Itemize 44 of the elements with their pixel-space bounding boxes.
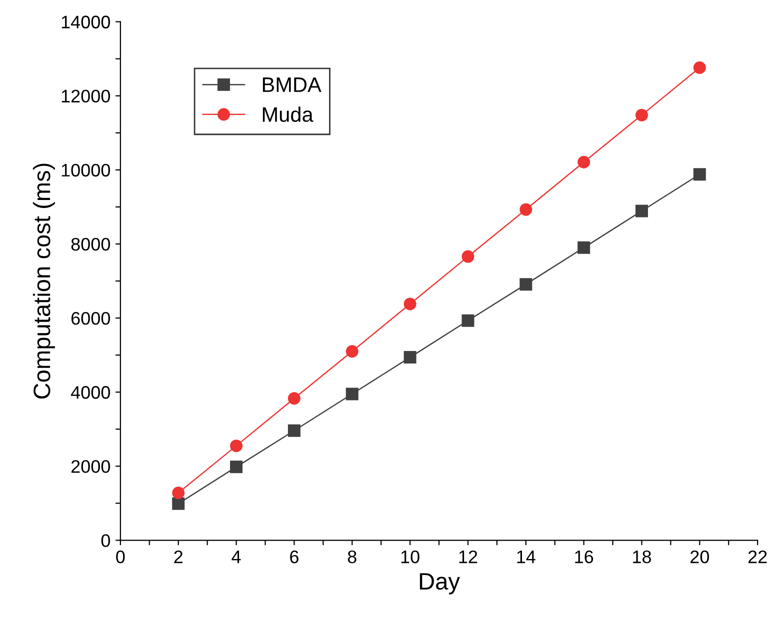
point [346,345,358,358]
x-tick-label: 6 [290,550,298,564]
point [635,204,648,218]
point [172,497,185,510]
x-tick-label: 12 [459,550,478,564]
x-tick-label: 0 [116,550,125,564]
x-axis-title: Day [420,573,460,594]
y-tick-label: 0 [101,534,110,547]
x-tick-label: 14 [517,550,536,564]
point [404,298,416,310]
legend-label: Muda [262,106,314,122]
y-tick-label: 12000 [62,90,110,103]
x-tick-label: 2 [174,550,182,564]
point [404,351,416,364]
y-tick-label: 2000 [71,460,110,473]
legend-label: BMDA [262,78,322,92]
x-tick-label: 22 [748,550,767,564]
y-tick-label: 14000 [62,16,110,28]
y-tick-label: 8000 [71,238,110,251]
point [693,168,706,181]
point [635,108,648,122]
y-tick-label: 10000 [62,164,110,177]
point [578,156,590,168]
y-tick-label: 4000 [70,386,110,399]
y-tick-label: 6000 [71,312,110,325]
point [288,424,300,437]
x-tick-label: 10 [401,550,420,564]
point [230,460,243,474]
point [578,241,590,254]
y-axis-title: Computation cost (ms) [32,164,55,399]
point [288,392,300,405]
point [462,250,474,263]
point [346,388,358,400]
x-tick-label: 18 [633,550,651,564]
point [172,486,185,500]
point [230,440,243,452]
point [462,314,474,327]
point [520,278,532,291]
point [693,61,706,74]
x-tick-label: 4 [232,550,241,564]
x-tick-label: 20 [690,550,709,564]
point [520,203,532,216]
x-tick-label: 16 [575,550,594,564]
x-tick-label: 8 [348,550,356,564]
